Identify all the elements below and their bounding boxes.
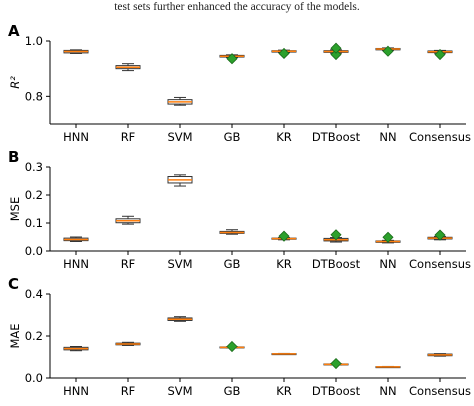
x-tick-label: HNN: [63, 130, 89, 144]
y-tick-label: 0.0: [25, 244, 43, 258]
x-tick-label: DTBoost: [312, 257, 361, 271]
data-point: [434, 229, 446, 241]
x-tick-label: KR: [276, 384, 292, 398]
panel-b: B MSE 0.0 0.1 0.2 0.3 HNN RF SVM GB KR DTBoost NN Con…: [8, 148, 471, 271]
x-tick-label: RF: [121, 130, 136, 144]
x-tick-label: SVM: [167, 130, 192, 144]
x-tick-label: GB: [224, 130, 241, 144]
box-kr: KR: [271, 237, 297, 271]
x-tick-label: DTBoost: [312, 384, 361, 398]
x-tick-label: GB: [224, 257, 241, 271]
y-tick-label: 1.0: [25, 34, 43, 48]
y-tick-label: 0.4: [25, 287, 43, 301]
data-point: [278, 47, 290, 60]
x-tick-label: HNN: [63, 257, 89, 271]
panel-a: A R²0.8 1.0 HNN RF SVM GB KR DTBoost NN Consensus: [8, 22, 471, 144]
x-tick-label: DTBoost: [312, 130, 361, 144]
box-svm: SVM: [167, 174, 193, 271]
box-gb: GB: [219, 346, 245, 398]
y-tick-label: 0.8: [25, 89, 43, 103]
box-consensus: Consensus: [409, 235, 471, 271]
box-consensus: Consensus: [409, 49, 471, 144]
y-tick-label: 0.2: [25, 188, 43, 202]
y-tick-label: 0.0: [25, 371, 43, 385]
panel-label: B: [8, 148, 19, 166]
panel-label: A: [8, 22, 20, 40]
x-tick-label: GB: [224, 384, 241, 398]
box-nn: NN: [375, 47, 401, 144]
data-point: [278, 230, 290, 242]
box-nn: NN: [375, 365, 401, 398]
data-point: [330, 229, 342, 241]
figure-caption: test sets further enhanced the accuracy …: [114, 1, 360, 13]
panel-label: C: [8, 275, 19, 293]
box-rf: RF: [115, 63, 141, 144]
box-hnn: HNN: [63, 49, 89, 144]
box-nn: NN: [375, 239, 401, 271]
x-tick-label: KR: [276, 257, 292, 271]
box-gb: GB: [219, 229, 245, 271]
box-consensus: Consensus: [409, 353, 471, 398]
y-axis-label: R²: [8, 76, 22, 89]
box-rf: RF: [115, 341, 141, 398]
data-point: [330, 48, 342, 61]
x-tick-label: NN: [379, 384, 396, 398]
x-tick-label: RF: [121, 384, 136, 398]
x-tick-label: NN: [379, 130, 396, 144]
data-point: [382, 231, 394, 243]
x-tick-label: KR: [276, 130, 292, 144]
box-dtboost: DTBoost: [312, 237, 361, 271]
data-point: [382, 45, 394, 57]
x-tick-label: Consensus: [409, 130, 471, 144]
y-tick-label: 0.1: [25, 216, 43, 230]
box-hnn: HNN: [63, 346, 89, 398]
panel-c: C MAE 0.0 0.2 0.4 HNN RF SVM GB KR DTBoost NN Consen…: [8, 275, 471, 398]
x-tick-label: Consensus: [409, 384, 471, 398]
box-hnn: HNN: [63, 236, 89, 271]
box-rf: RF: [115, 215, 141, 271]
box-dtboost: DTBoost: [312, 363, 361, 398]
data-point: [226, 53, 238, 65]
data-point: [226, 340, 238, 353]
x-tick-label: Consensus: [409, 257, 471, 271]
box-dtboost: DTBoost: [312, 49, 361, 144]
box-svm: SVM: [167, 96, 193, 144]
data-point: [330, 357, 342, 370]
box-gb: GB: [219, 54, 245, 144]
box-kr: KR: [271, 352, 297, 398]
x-tick-label: SVM: [167, 257, 192, 271]
y-axis-label: MSE: [8, 197, 22, 222]
y-tick-label: 0.3: [25, 160, 43, 174]
x-tick-label: HNN: [63, 384, 89, 398]
x-tick-label: SVM: [167, 384, 192, 398]
box-svm: SVM: [167, 316, 193, 398]
x-tick-label: NN: [379, 257, 396, 271]
data-point: [330, 42, 342, 54]
data-point: [434, 48, 446, 61]
box-kr: KR: [271, 49, 297, 144]
y-tick-label: 0.2: [25, 329, 43, 343]
y-axis-label: MAE: [8, 323, 22, 348]
x-tick-label: RF: [121, 257, 136, 271]
